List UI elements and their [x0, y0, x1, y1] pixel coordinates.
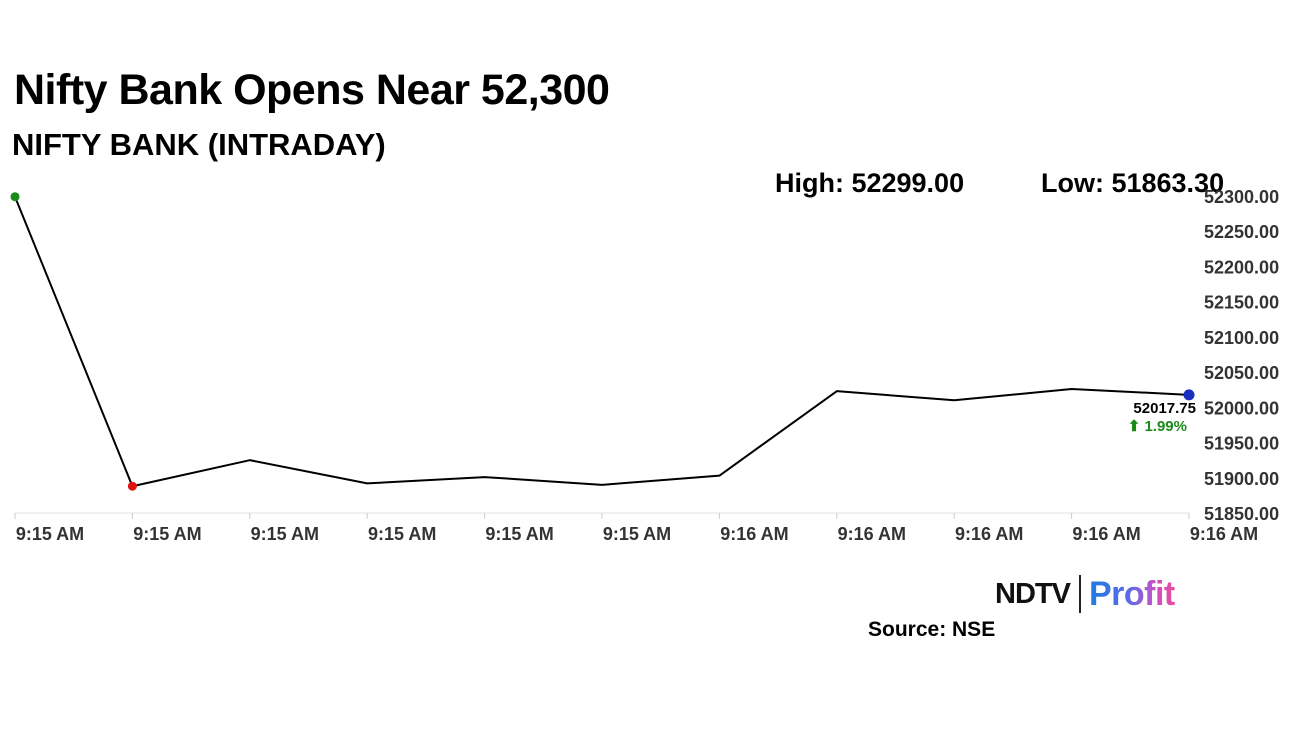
x-tick-label: 9:16 AM — [955, 524, 1023, 544]
y-tick-label: 52250.00 — [1204, 222, 1279, 242]
y-tick-label: 52200.00 — [1204, 257, 1279, 277]
y-tick-label: 52050.00 — [1204, 363, 1279, 383]
high-stat: High: 52299.00 — [775, 168, 965, 198]
last-value-label: 52017.75 — [1133, 400, 1196, 417]
y-tick-label: 52100.00 — [1204, 328, 1279, 348]
x-tick-label: 9:16 AM — [838, 524, 906, 544]
low-stat: Low: 51863.30 — [1041, 168, 1225, 198]
x-tick-label: 9:16 AM — [720, 524, 788, 544]
x-tick-label: 9:16 AM — [1072, 524, 1140, 544]
x-tick-label: 9:15 AM — [368, 524, 436, 544]
y-tick-label: 52300.00 — [1204, 187, 1279, 207]
low-point-marker — [127, 481, 137, 491]
ndtv-profit-logo: NDTV Profit — [995, 572, 1175, 616]
y-tick-label: 51850.00 — [1204, 504, 1279, 524]
chart-title: Nifty Bank Opens Near 52,300 — [14, 66, 610, 114]
y-tick-label: 51950.00 — [1204, 434, 1279, 454]
series-line — [14, 196, 1190, 488]
logo-ndtv-text: NDTV — [995, 577, 1071, 610]
high-point-marker — [10, 192, 20, 202]
logo-divider — [1078, 575, 1081, 613]
source-note: Source: NSE — [868, 618, 996, 641]
x-tick-label: 9:15 AM — [16, 524, 84, 544]
y-tick-label: 52150.00 — [1204, 293, 1279, 313]
x-tick-label: 9:15 AM — [133, 524, 201, 544]
logo-profit-text: Profit — [1088, 574, 1175, 613]
x-tick-label: 9:15 AM — [603, 524, 671, 544]
y-tick-label: 52000.00 — [1204, 398, 1279, 418]
x-tick-label: 9:16 AM — [1190, 524, 1258, 544]
last-point-marker — [1183, 389, 1195, 401]
x-tick-label: 9:15 AM — [251, 524, 319, 544]
chart-subtitle: NIFTY BANK (INTRADAY) — [12, 127, 386, 162]
x-tick-label: 9:15 AM — [485, 524, 553, 544]
y-tick-label: 51900.00 — [1204, 469, 1279, 489]
change-percent-label: ⬆ 1.99% — [1128, 418, 1187, 435]
